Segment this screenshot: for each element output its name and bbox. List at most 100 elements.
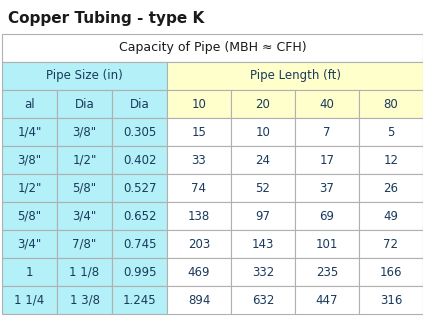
- Bar: [359, 230, 423, 258]
- Text: 3/8": 3/8": [17, 153, 41, 166]
- Text: 10: 10: [192, 98, 206, 111]
- Bar: [295, 286, 359, 314]
- Text: 1/4": 1/4": [17, 126, 42, 139]
- Bar: [57, 90, 112, 118]
- Text: 72: 72: [384, 237, 398, 250]
- Bar: [295, 90, 359, 118]
- Text: Dia: Dia: [129, 98, 149, 111]
- Bar: [359, 118, 423, 146]
- Text: 1/2": 1/2": [72, 153, 97, 166]
- Text: 235: 235: [316, 266, 338, 279]
- Bar: [112, 118, 167, 146]
- Bar: [167, 146, 231, 174]
- Bar: [167, 286, 231, 314]
- Text: Capacity of Pipe (MBH ≈ CFH): Capacity of Pipe (MBH ≈ CFH): [119, 42, 306, 55]
- Bar: [231, 258, 295, 286]
- Text: 20: 20: [255, 98, 270, 111]
- Text: 1.245: 1.245: [123, 294, 157, 307]
- Text: 26: 26: [384, 182, 398, 195]
- Text: 3/4": 3/4": [17, 237, 41, 250]
- Text: 101: 101: [316, 237, 338, 250]
- Text: 40: 40: [319, 98, 335, 111]
- Text: 0.652: 0.652: [123, 210, 156, 223]
- Text: 0.745: 0.745: [123, 237, 156, 250]
- Text: 138: 138: [188, 210, 210, 223]
- Bar: [231, 202, 295, 230]
- Bar: [167, 62, 423, 90]
- Text: 3/4": 3/4": [72, 210, 96, 223]
- Bar: [231, 146, 295, 174]
- Bar: [112, 202, 167, 230]
- Text: 632: 632: [252, 294, 274, 307]
- Text: 1: 1: [26, 266, 33, 279]
- Bar: [57, 118, 112, 146]
- Text: 316: 316: [380, 294, 402, 307]
- Text: 447: 447: [316, 294, 338, 307]
- Bar: [112, 258, 167, 286]
- Bar: [2, 118, 57, 146]
- Text: 24: 24: [255, 153, 270, 166]
- Bar: [359, 258, 423, 286]
- Text: 5: 5: [387, 126, 395, 139]
- Bar: [167, 258, 231, 286]
- Text: al: al: [24, 98, 35, 111]
- Bar: [295, 146, 359, 174]
- Bar: [359, 90, 423, 118]
- Bar: [167, 230, 231, 258]
- Bar: [2, 90, 57, 118]
- Text: 10: 10: [255, 126, 270, 139]
- Text: 1/2": 1/2": [17, 182, 42, 195]
- Text: 0.995: 0.995: [123, 266, 156, 279]
- Text: Copper Tubing - type K: Copper Tubing - type K: [8, 10, 204, 25]
- Text: 15: 15: [192, 126, 206, 139]
- Text: 0.402: 0.402: [123, 153, 156, 166]
- Text: Dia: Dia: [74, 98, 94, 111]
- Bar: [167, 118, 231, 146]
- Text: 12: 12: [384, 153, 398, 166]
- Text: 69: 69: [319, 210, 335, 223]
- Text: 166: 166: [380, 266, 402, 279]
- Text: 52: 52: [255, 182, 270, 195]
- Bar: [231, 174, 295, 202]
- Text: 80: 80: [384, 98, 398, 111]
- Bar: [167, 174, 231, 202]
- Bar: [2, 202, 57, 230]
- Bar: [231, 230, 295, 258]
- Bar: [112, 90, 167, 118]
- Text: 894: 894: [188, 294, 210, 307]
- Text: 1 3/8: 1 3/8: [69, 294, 99, 307]
- Text: 5/8": 5/8": [17, 210, 41, 223]
- Text: 97: 97: [255, 210, 270, 223]
- Bar: [295, 258, 359, 286]
- Text: 17: 17: [319, 153, 335, 166]
- Text: 143: 143: [252, 237, 274, 250]
- Text: 0.527: 0.527: [123, 182, 156, 195]
- Bar: [57, 258, 112, 286]
- Bar: [231, 286, 295, 314]
- Bar: [231, 118, 295, 146]
- Text: 74: 74: [192, 182, 206, 195]
- Bar: [2, 146, 57, 174]
- Bar: [167, 202, 231, 230]
- Bar: [57, 202, 112, 230]
- Text: 1 1/4: 1 1/4: [14, 294, 44, 307]
- Bar: [359, 146, 423, 174]
- Text: 1 1/8: 1 1/8: [69, 266, 99, 279]
- Text: Pipe Length (ft): Pipe Length (ft): [250, 69, 341, 82]
- Bar: [295, 202, 359, 230]
- Bar: [112, 286, 167, 314]
- Bar: [2, 34, 423, 62]
- Bar: [57, 230, 112, 258]
- Bar: [2, 258, 57, 286]
- Bar: [57, 146, 112, 174]
- Bar: [359, 286, 423, 314]
- Bar: [112, 146, 167, 174]
- Bar: [359, 202, 423, 230]
- Text: 469: 469: [188, 266, 210, 279]
- Bar: [295, 174, 359, 202]
- Bar: [2, 174, 57, 202]
- Text: 7/8": 7/8": [72, 237, 96, 250]
- Bar: [2, 286, 57, 314]
- Bar: [295, 230, 359, 258]
- Bar: [231, 90, 295, 118]
